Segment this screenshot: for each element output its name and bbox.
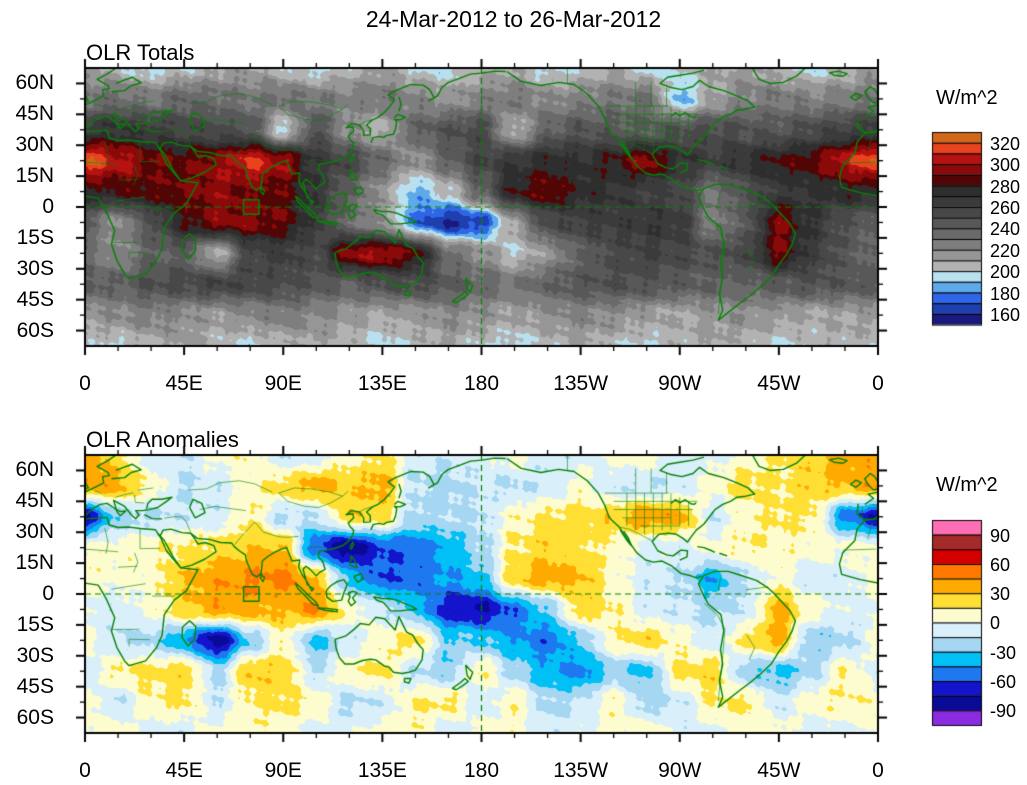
y-tick-label: 60S [16,705,54,729]
y-tick-label: 0 [42,582,54,605]
colorbar-tick-label: 300 [990,155,1021,176]
x-tick-label: 90W [658,372,702,395]
colorbar-tick-label: 280 [990,176,1021,197]
panel-title-anomalies: OLR Anomalies [86,427,239,452]
y-tick-label: 60S [16,318,54,342]
y-tick-label: 15N [15,551,54,575]
unit-label-anomalies: W/m^2 [936,474,998,496]
colorbar-tick-label: 220 [990,240,1021,261]
colorbar-tick-label: 320 [990,133,1021,154]
y-tick-label: 15N [15,164,54,188]
y-tick-label: 45N [15,489,54,513]
main-title: 24-Mar-2012 to 26-Mar-2012 [365,6,662,32]
y-tick-label: 45S [16,287,54,311]
y-tick-label: 45N [15,102,54,126]
x-tick-label: 180 [463,372,500,395]
x-tick-label: 180 [463,759,500,782]
x-tick-label: 0 [79,372,91,395]
y-tick-label: 60N [15,458,54,482]
colorbar-tick-label: -30 [990,642,1017,663]
unit-label-totals: W/m^2 [936,87,998,109]
colorbar-tick-label: 0 [990,613,1001,634]
colorbar-tick-label: 180 [990,283,1021,304]
x-tick-label: 135W [553,372,609,395]
x-tick-label: 0 [872,372,884,395]
y-tick-label: 45S [16,674,54,698]
x-tick-label: 135E [357,372,407,395]
colorbar-tick-label: 260 [990,197,1021,218]
y-tick-label: 0 [42,195,54,218]
x-tick-label: 135E [357,759,407,782]
y-tick-label: 30S [16,256,54,280]
panel-title-totals: OLR Totals [86,40,195,65]
x-tick-label: 45E [165,372,203,395]
y-tick-label: 30N [15,520,54,544]
x-tick-label: 90E [264,759,302,782]
y-tick-label: 30S [16,643,54,667]
colorbar-tick-label: 90 [990,525,1011,546]
x-tick-label: 45W [757,372,801,395]
colorbar-tick-label: 30 [990,584,1011,605]
y-tick-label: 60N [15,71,54,95]
x-tick-label: 45W [757,759,801,782]
x-tick-label: 0 [79,759,91,782]
x-tick-label: 135W [553,759,609,782]
y-tick-label: 30N [15,133,54,157]
colorbar-tick-label: 160 [990,304,1021,325]
x-tick-label: 90E [264,372,302,395]
colorbar-tick-label: -90 [990,701,1017,722]
y-tick-label: 15S [16,225,54,249]
y-tick-label: 15S [16,612,54,636]
colorbar-tick-label: 60 [990,554,1011,575]
x-tick-label: 45E [165,759,203,782]
colorbar-tick-label: 240 [990,219,1021,240]
colorbar-tick-label: 200 [990,262,1021,283]
colorbar-tick-label: -60 [990,672,1017,693]
x-tick-label: 90W [658,759,702,782]
x-tick-label: 0 [872,759,884,782]
